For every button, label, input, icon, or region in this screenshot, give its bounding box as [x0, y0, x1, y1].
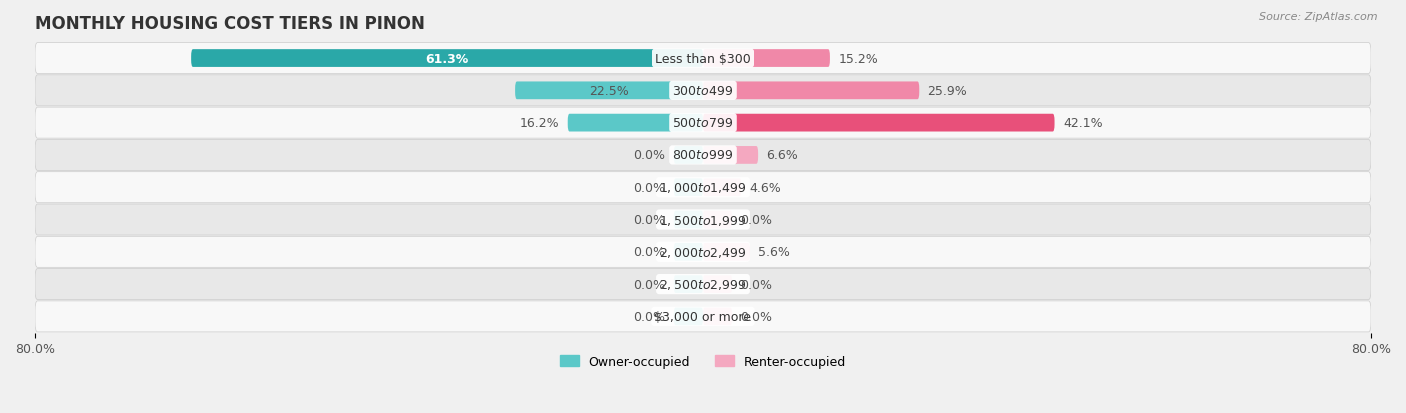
FancyBboxPatch shape	[35, 204, 1371, 235]
FancyBboxPatch shape	[515, 82, 703, 100]
Text: Source: ZipAtlas.com: Source: ZipAtlas.com	[1260, 12, 1378, 22]
Text: 0.0%: 0.0%	[741, 214, 772, 226]
FancyBboxPatch shape	[568, 114, 703, 132]
Text: 0.0%: 0.0%	[634, 310, 665, 323]
Text: 0.0%: 0.0%	[741, 310, 772, 323]
Text: 0.0%: 0.0%	[741, 278, 772, 291]
Text: 25.9%: 25.9%	[928, 85, 967, 97]
FancyBboxPatch shape	[35, 140, 1371, 171]
Text: 4.6%: 4.6%	[749, 181, 782, 194]
Text: 5.6%: 5.6%	[758, 246, 790, 259]
FancyBboxPatch shape	[35, 301, 1371, 332]
Text: $1,500 to $1,999: $1,500 to $1,999	[659, 213, 747, 227]
Text: 0.0%: 0.0%	[634, 181, 665, 194]
Text: 0.0%: 0.0%	[634, 246, 665, 259]
FancyBboxPatch shape	[703, 308, 733, 325]
Text: $3,000 or more: $3,000 or more	[655, 310, 751, 323]
Text: $1,000 to $1,499: $1,000 to $1,499	[659, 181, 747, 195]
FancyBboxPatch shape	[673, 243, 703, 261]
Text: 0.0%: 0.0%	[634, 278, 665, 291]
Text: 22.5%: 22.5%	[589, 85, 628, 97]
Text: $300 to $499: $300 to $499	[672, 85, 734, 97]
Text: 6.6%: 6.6%	[766, 149, 799, 162]
FancyBboxPatch shape	[35, 172, 1371, 203]
Text: 0.0%: 0.0%	[634, 214, 665, 226]
FancyBboxPatch shape	[673, 275, 703, 293]
FancyBboxPatch shape	[673, 147, 703, 164]
Text: $500 to $799: $500 to $799	[672, 117, 734, 130]
FancyBboxPatch shape	[191, 50, 703, 68]
FancyBboxPatch shape	[703, 82, 920, 100]
FancyBboxPatch shape	[703, 211, 733, 229]
Text: 16.2%: 16.2%	[520, 117, 560, 130]
FancyBboxPatch shape	[703, 50, 830, 68]
Text: 61.3%: 61.3%	[426, 52, 468, 65]
FancyBboxPatch shape	[35, 76, 1371, 107]
FancyBboxPatch shape	[35, 108, 1371, 139]
Legend: Owner-occupied, Renter-occupied: Owner-occupied, Renter-occupied	[555, 350, 851, 373]
Text: Less than $300: Less than $300	[655, 52, 751, 65]
FancyBboxPatch shape	[673, 211, 703, 229]
FancyBboxPatch shape	[35, 237, 1371, 268]
Text: 0.0%: 0.0%	[634, 149, 665, 162]
Text: 42.1%: 42.1%	[1063, 117, 1102, 130]
FancyBboxPatch shape	[673, 179, 703, 197]
FancyBboxPatch shape	[35, 43, 1371, 74]
Text: 15.2%: 15.2%	[838, 52, 877, 65]
Text: $2,000 to $2,499: $2,000 to $2,499	[659, 245, 747, 259]
FancyBboxPatch shape	[673, 308, 703, 325]
FancyBboxPatch shape	[703, 147, 758, 164]
Text: MONTHLY HOUSING COST TIERS IN PINON: MONTHLY HOUSING COST TIERS IN PINON	[35, 15, 425, 33]
FancyBboxPatch shape	[703, 179, 741, 197]
Text: $800 to $999: $800 to $999	[672, 149, 734, 162]
FancyBboxPatch shape	[703, 275, 733, 293]
FancyBboxPatch shape	[35, 269, 1371, 300]
FancyBboxPatch shape	[703, 243, 749, 261]
FancyBboxPatch shape	[703, 114, 1054, 132]
Text: $2,500 to $2,999: $2,500 to $2,999	[659, 278, 747, 292]
